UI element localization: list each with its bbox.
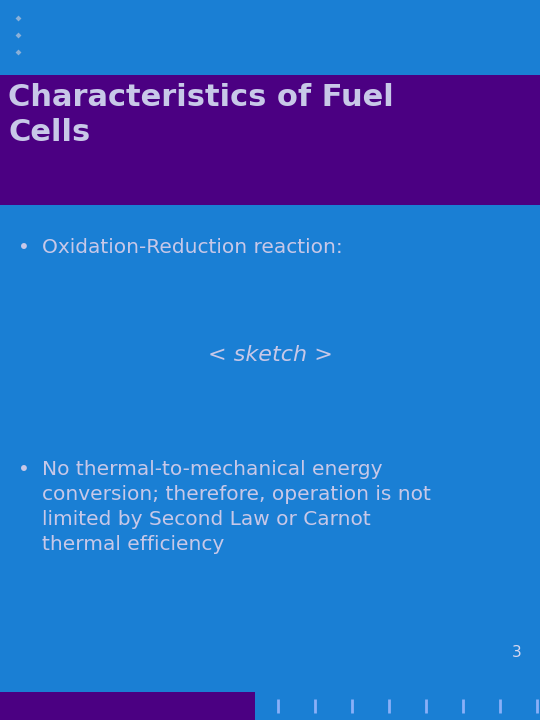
Text: •: • (18, 238, 30, 257)
Text: •: • (18, 460, 30, 479)
Text: 3: 3 (512, 645, 522, 660)
FancyBboxPatch shape (0, 692, 255, 720)
FancyBboxPatch shape (0, 75, 540, 205)
Text: Oxidation-Reduction reaction:: Oxidation-Reduction reaction: (42, 238, 343, 257)
Text: No thermal-to-mechanical energy
conversion; therefore, operation is not
limited : No thermal-to-mechanical energy conversi… (42, 460, 431, 554)
Text: Characteristics of Fuel
Cells: Characteristics of Fuel Cells (8, 83, 394, 147)
Text: < sketch >: < sketch > (207, 345, 333, 365)
